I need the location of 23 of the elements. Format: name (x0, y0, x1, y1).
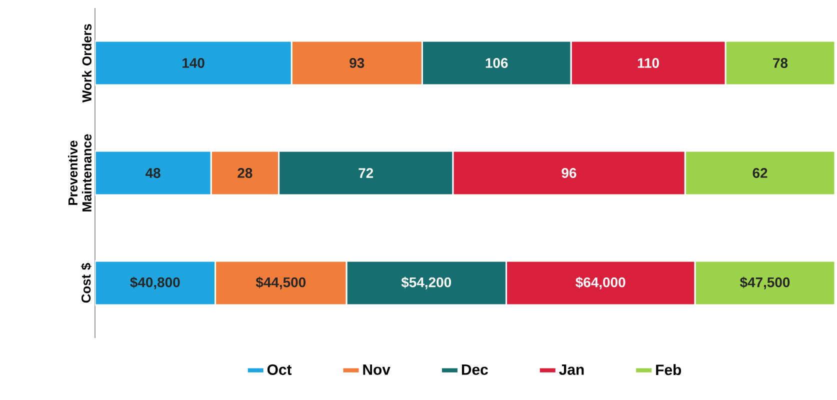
data-label: $44,500 (256, 276, 306, 290)
data-label: 96 (562, 168, 576, 178)
legend-label: Jan (559, 364, 584, 375)
y-tick-label: Cost $ (80, 263, 92, 303)
data-label: $47,500 (740, 276, 790, 290)
data-label: 93 (350, 58, 364, 68)
data-label: $54,200 (401, 276, 452, 290)
data-label: 78 (773, 58, 788, 68)
y-tick-label: Preventive Maintenance (68, 134, 92, 212)
data-label: $40,800 (130, 276, 180, 290)
y-tick-label: Work Orders (82, 24, 92, 102)
data-label: $64,000 (576, 276, 626, 290)
data-label: 48 (146, 168, 160, 178)
data-label: 72 (358, 168, 374, 178)
legend-label: Nov (363, 364, 390, 375)
data-label: 110 (638, 58, 659, 68)
data-label: 62 (752, 168, 768, 178)
data-label: 28 (238, 168, 252, 178)
data-label: 140 (182, 58, 204, 68)
legend-label: Dec (462, 364, 488, 375)
data-label: 106 (486, 58, 508, 68)
legend-label: Feb (656, 364, 682, 376)
legend-label: Oct (267, 364, 292, 375)
